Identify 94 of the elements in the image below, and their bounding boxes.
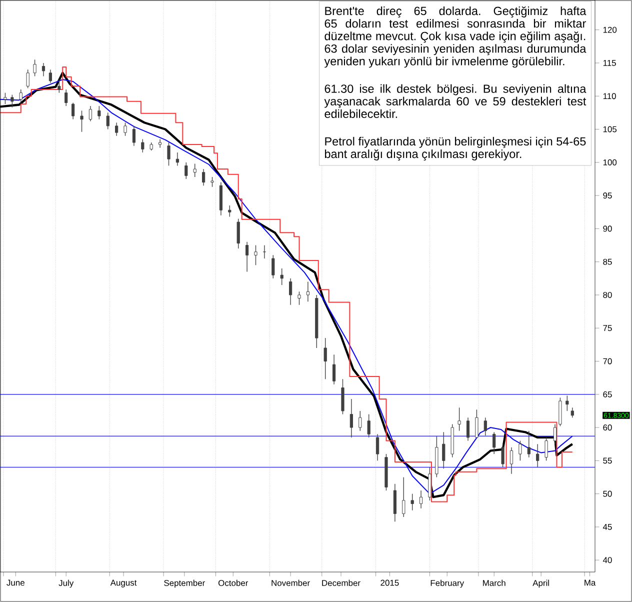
x-tick-label: September <box>164 580 205 588</box>
candlestick <box>106 112 110 130</box>
candlestick <box>288 278 292 306</box>
candlestick <box>367 414 370 438</box>
x-tick-label: June <box>6 580 24 586</box>
y-tick-label: 50 <box>603 490 612 497</box>
x-tick-label: March <box>483 580 506 586</box>
candlestick <box>193 163 196 178</box>
candlestick <box>510 447 514 474</box>
candlestick <box>176 152 180 166</box>
candlestick <box>80 110 84 132</box>
candlestick <box>272 254 275 279</box>
y-tick-label: 40 <box>602 557 612 564</box>
candlestick <box>19 89 22 104</box>
candlestick <box>419 490 423 509</box>
candlestick <box>332 354 336 385</box>
y-tick-label: 100 <box>603 159 617 166</box>
candlestick <box>280 268 284 286</box>
candlestick <box>376 434 380 461</box>
candlestick <box>26 69 30 88</box>
candlestick <box>10 94 14 108</box>
candlestick <box>553 424 557 444</box>
candlestick <box>72 102 75 120</box>
candlestick <box>341 378 344 415</box>
candlestick <box>458 407 461 432</box>
candlestick <box>566 395 569 412</box>
candlestick <box>501 444 504 468</box>
candlestick <box>484 417 487 436</box>
y-tick-label: 45 <box>602 524 612 530</box>
candlestick <box>167 142 170 166</box>
candlestick <box>158 138 162 148</box>
y-tick-label: 95 <box>603 192 612 199</box>
candlestick <box>88 106 92 122</box>
candlestick <box>393 484 396 522</box>
y-tick-label: 75 <box>603 325 612 332</box>
candlestick <box>410 493 414 511</box>
annotation: Petrol fiyatlarında yönün belirginleşmesi için 54-65 bant aralığı dışına çıkılması gerekiyor. <box>324 136 586 160</box>
candlestick <box>442 432 446 469</box>
annotation: Brent'te direç 65 dolarda. Geçtiğimiz hafta 65 doların test edilmesi sonrasında bir miktar düzeltme mevcut. Çok kısa vade için eğilim aşağı. 63 dolar seviyesinin yeniden aşılması durumunda yeniden yukarı yönlü bir ivmelenme görülebilir. <box>324 6 586 68</box>
x-tick-label: November <box>272 580 310 586</box>
candlestick <box>254 244 258 266</box>
candlestick <box>324 338 327 380</box>
x-tick-label: August <box>110 580 137 588</box>
candlestick <box>570 407 574 418</box>
y-tick-label: 120 <box>603 26 617 33</box>
candlestick <box>536 444 540 468</box>
x-tick-label: February <box>430 580 464 588</box>
candlestick <box>64 89 68 106</box>
candlestick <box>228 205 232 218</box>
x-tick-label: December <box>322 580 360 586</box>
candlestick <box>124 122 127 136</box>
candlestick <box>527 430 530 458</box>
y-tick-label: 90 <box>603 226 612 232</box>
candlestick <box>475 409 478 438</box>
candlestick <box>544 437 548 461</box>
candlestick <box>466 417 470 442</box>
candlestick <box>33 59 36 77</box>
candlestick <box>210 176 214 188</box>
candlestick <box>202 168 206 186</box>
x-tick-label: October <box>218 580 248 586</box>
candlestick <box>350 398 353 438</box>
x-tick-label: Ma <box>584 580 596 586</box>
candlestick <box>42 62 46 77</box>
candlestick <box>358 410 362 432</box>
candlestick <box>98 106 101 120</box>
annotation: 61.30 ise ilk destek bölgesi. Bu seviyenin altına yaşanacak sarkmalarda 60 ve 59 destekleri test edilebilecektir. <box>324 84 586 118</box>
x-tick-label: April <box>532 580 549 588</box>
candlestick <box>236 218 240 249</box>
y-tick-label: 60 <box>603 424 612 430</box>
x-tick-label: July <box>58 580 74 588</box>
y-tick-label: 55 <box>603 458 612 464</box>
y-tick-label: 110 <box>603 93 616 100</box>
y-tick-label: 105 <box>603 126 617 132</box>
y-tick-label: 65 <box>603 391 612 398</box>
candlestick <box>492 432 496 454</box>
candlestick <box>518 440 522 461</box>
y-tick-label: 85 <box>603 258 612 265</box>
candlestick <box>558 397 562 427</box>
candlestick <box>132 126 136 146</box>
y-tick-label: 70 <box>603 358 612 364</box>
y-tick-label: 115 <box>603 60 616 66</box>
candlestick <box>184 162 188 180</box>
candlestick <box>298 291 301 306</box>
candlestick <box>402 476 406 518</box>
candlestick <box>58 79 61 94</box>
candlestick <box>428 466 432 501</box>
x-tick-label: 2015 <box>380 580 399 586</box>
candlestick <box>115 122 118 136</box>
y-tick-label: 80 <box>603 292 612 298</box>
candlestick <box>48 69 52 84</box>
candlestick <box>4 92 7 104</box>
candlestick <box>246 242 249 272</box>
candlestick <box>306 281 310 302</box>
candlestick <box>141 138 144 153</box>
